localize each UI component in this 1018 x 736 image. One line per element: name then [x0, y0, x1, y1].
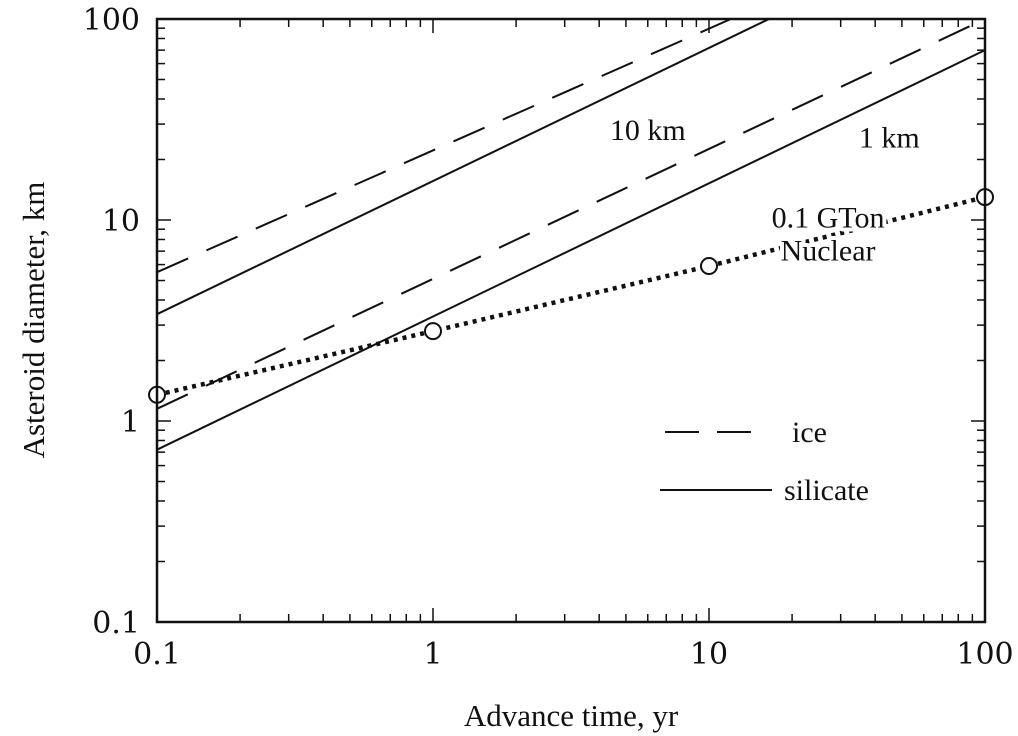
x-tick-label: 100	[956, 637, 1013, 672]
annotation-halo: 10 km	[610, 114, 686, 147]
annotation-halo: 0.1 GTon	[772, 201, 885, 234]
plot-frame	[155, 17, 987, 624]
x-tick-label: 1	[423, 637, 442, 672]
x-tick-label: 0.1	[133, 637, 181, 672]
series-line-1-km-silicate	[156, 49, 986, 451]
annotation-halo: 1 km	[859, 121, 920, 154]
legend-ice-label: ice	[792, 416, 827, 449]
legend-silicate-label: silicate	[784, 474, 869, 507]
y-tick-label: 10	[102, 204, 140, 239]
annotation-label: 0.1 GTon	[772, 201, 885, 234]
annotation-label: 10 km	[610, 114, 686, 147]
series-line-10-km-silicate	[156, 18, 770, 316]
annotation-label: Nuclear	[781, 234, 876, 267]
x-tick-label: 10	[690, 637, 728, 672]
y-tick-label: 1	[121, 405, 140, 440]
series-line-1-km-ice	[156, 18, 986, 410]
series-lines	[156, 18, 986, 451]
y-tick-labels: 0.1 1 10 100	[83, 3, 140, 641]
y-tick-label: 100	[83, 3, 140, 38]
y-axis-title: Asteroid diameter, km	[16, 182, 51, 459]
annotation-label: 1 km	[859, 121, 920, 154]
data-point-marker	[700, 257, 718, 276]
series-line-nuclear	[156, 194, 986, 397]
data-point-marker	[424, 322, 442, 341]
legend: ice silicate	[660, 416, 869, 507]
x-tick-labels: 0.1 1 10 100	[133, 637, 1013, 672]
x-axis-title: Advance time, yr	[464, 698, 679, 733]
y-tick-label: 0.1	[92, 606, 140, 641]
annotation-halo: Nuclear	[781, 234, 876, 267]
